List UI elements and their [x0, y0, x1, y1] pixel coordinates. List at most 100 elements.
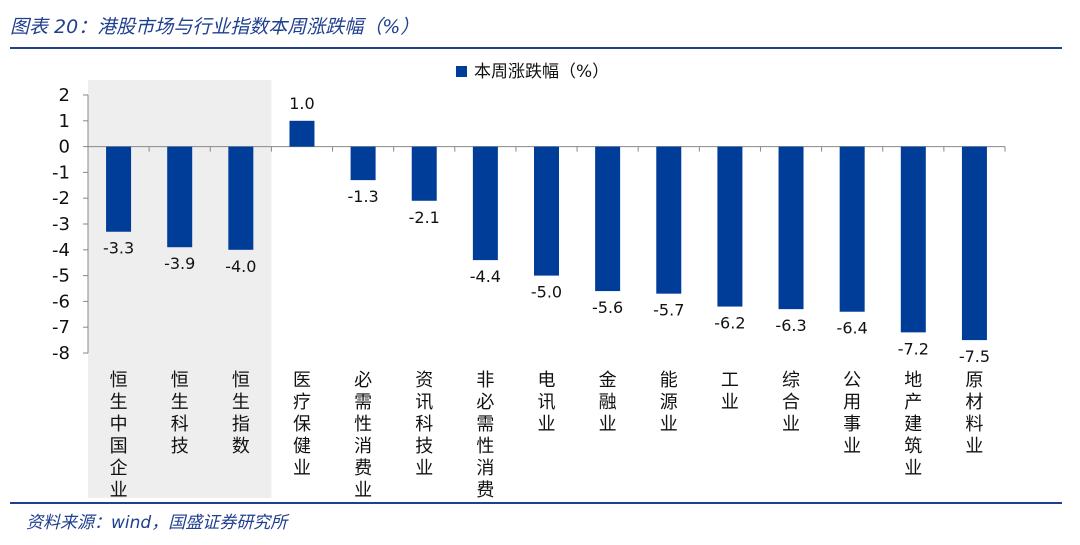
category-label-char: 健 [293, 436, 311, 457]
data-label: -6.4 [837, 319, 868, 338]
category-label-char: 国 [110, 436, 128, 457]
category-label-char: 业 [904, 458, 922, 479]
category-label-char: 业 [599, 414, 617, 435]
category-label-char: 必 [476, 392, 494, 413]
category-label-char: 医 [293, 370, 311, 391]
bar [656, 146, 682, 294]
category-label-char: 业 [293, 458, 311, 479]
data-label: -1.3 [347, 187, 378, 206]
y-tick-label: -5 [52, 266, 70, 287]
category-label-char: 技 [171, 436, 189, 457]
category-label-char: 必 [354, 370, 372, 391]
bar [595, 146, 621, 292]
category-label-char: 技 [415, 436, 433, 457]
bar [167, 146, 193, 248]
bar [900, 146, 926, 333]
category-label-char: 恒 [232, 370, 250, 391]
y-tick-label: -4 [52, 240, 70, 261]
data-label: -5.0 [531, 283, 562, 302]
category-label-char: 讯 [538, 392, 556, 413]
bar [289, 120, 315, 147]
y-tick-label: -6 [52, 291, 70, 312]
source-note: 资料来源：wind，国盛证券研究所 [26, 513, 288, 533]
category-label-char: 事 [843, 414, 861, 435]
legend-swatch [456, 66, 467, 77]
y-tick-label: -2 [52, 188, 70, 209]
category-label-char: 资 [415, 370, 433, 391]
category-label-char: 建 [904, 414, 922, 435]
category-label-char: 科 [415, 414, 433, 435]
category-label-char: 需 [476, 414, 494, 435]
category-label-char: 业 [965, 436, 983, 457]
bar [106, 146, 132, 232]
data-label: -5.7 [653, 301, 684, 320]
category-label-char: 工 [721, 370, 739, 391]
category-label-char: 业 [843, 436, 861, 457]
y-tick-label: -7 [52, 317, 70, 338]
category-label-char: 用 [843, 392, 861, 413]
category-label-char: 科 [171, 414, 189, 435]
category-label-char: 恒 [110, 370, 128, 391]
bar [717, 146, 743, 307]
bar-chart: 2 1 0 -1 -2 -3 -4 -5 -6 -7 -8 -3.3 -3.9 -4.0 1.0 -1.3 -… [52, 62, 1006, 500]
category-label-char: 消 [354, 436, 372, 457]
category-label-char: 企 [110, 458, 128, 479]
category-label-char: 费 [476, 480, 494, 500]
data-label: -2.1 [409, 208, 440, 227]
data-label: -7.5 [959, 347, 990, 366]
bar [350, 146, 376, 181]
data-label: -3.3 [103, 239, 134, 258]
category-label-char: 费 [354, 458, 372, 479]
category-label-char: 材 [965, 392, 983, 413]
category-label-char: 性 [476, 436, 494, 457]
category-label-char: 生 [171, 392, 189, 413]
y-tick-label: -3 [52, 214, 70, 235]
category-label-char: 生 [110, 392, 128, 413]
category-label-char: 性 [354, 414, 372, 435]
bar [839, 146, 865, 312]
category-label-char: 金 [599, 370, 617, 391]
figure-title: 图表 20：港股市场与行业指数本周涨跌幅（%） [10, 16, 420, 38]
category-label-char: 业 [415, 458, 433, 479]
category-label-char: 消 [476, 458, 494, 479]
y-tick-label: -8 [52, 343, 70, 364]
category-label-char: 综 [782, 370, 800, 391]
bottom-rule [10, 502, 1062, 504]
category-label-char: 电 [538, 370, 556, 391]
data-label: -7.2 [898, 339, 929, 358]
category-label-char: 保 [293, 414, 311, 435]
category-label-char: 地 [904, 370, 922, 391]
y-tick-label: 1 [59, 111, 70, 132]
data-label: -6.3 [775, 316, 806, 335]
category-label-char: 讯 [415, 392, 433, 413]
data-label: -3.9 [164, 254, 195, 273]
category-label-char: 公 [843, 370, 861, 391]
data-label: -6.2 [714, 314, 745, 333]
bar [534, 146, 559, 276]
category-label-char: 生 [232, 392, 250, 413]
category-label-char: 中 [110, 414, 128, 435]
category-label-char: 合 [782, 392, 800, 413]
data-label: -4.0 [225, 257, 256, 276]
category-label-char: 业 [721, 392, 739, 413]
category-label-char: 筑 [904, 436, 922, 457]
category-label-char: 数 [232, 436, 250, 457]
category-label-char: 恒 [171, 370, 189, 391]
category-label-char: 业 [354, 480, 372, 500]
category-label-char: 指 [232, 414, 250, 435]
category-label-char: 料 [965, 414, 983, 435]
category-label-char: 业 [660, 414, 678, 435]
category-label-char: 需 [354, 392, 372, 413]
category-label-char: 业 [782, 414, 800, 435]
y-tick-label: 0 [59, 137, 70, 158]
category-label-char: 业 [110, 480, 128, 500]
category-label-char: 能 [660, 370, 678, 391]
category-label-char: 业 [538, 414, 556, 435]
bar [778, 146, 804, 310]
category-label-char: 非 [476, 370, 494, 391]
data-label: 1.0 [289, 94, 314, 113]
bar [961, 146, 987, 341]
bar [411, 146, 437, 201]
top-rule [10, 47, 1062, 49]
category-label-char: 融 [599, 392, 617, 413]
